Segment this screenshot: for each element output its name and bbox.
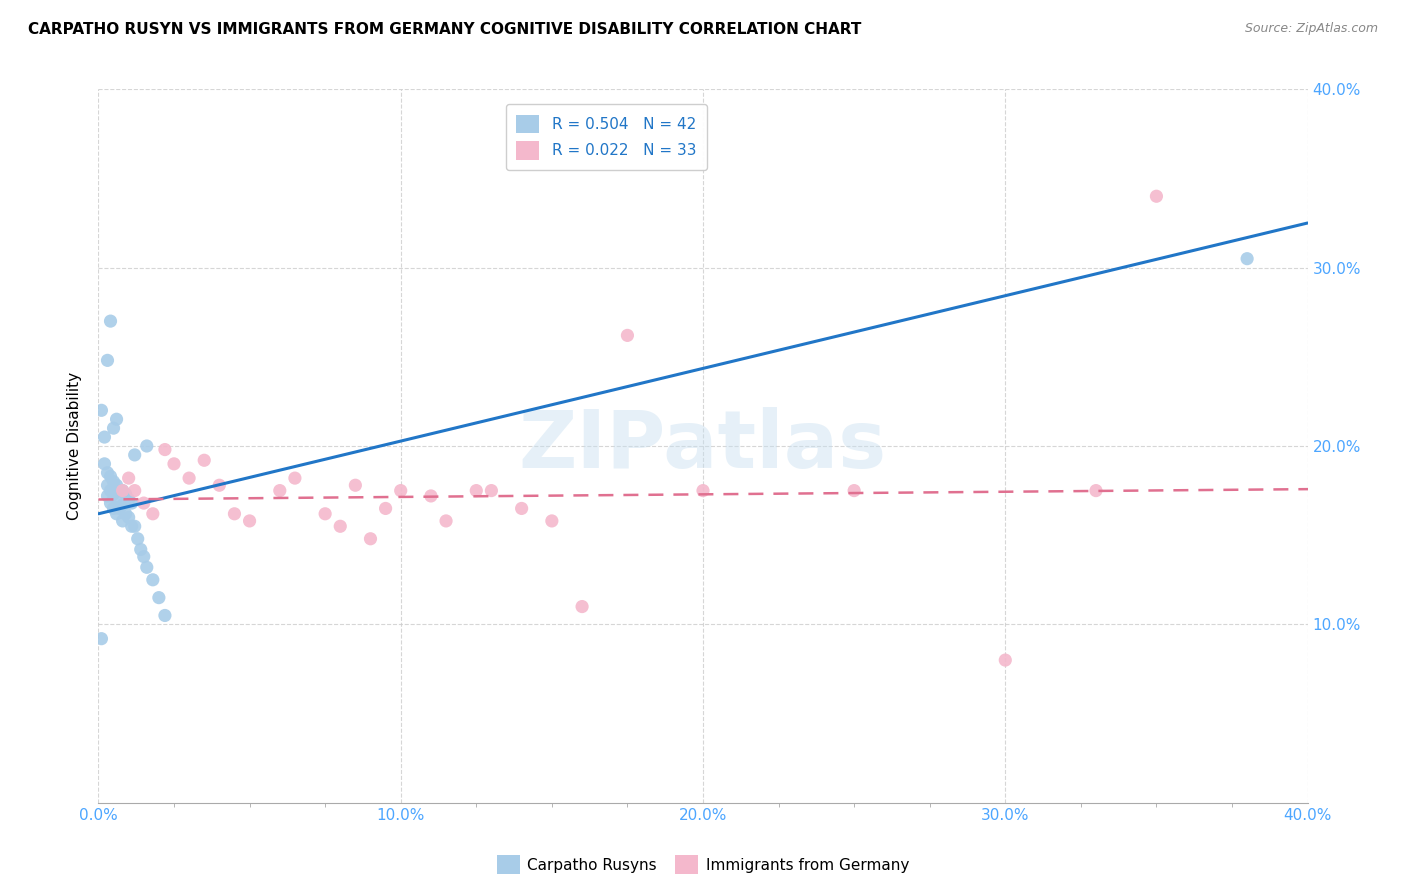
Point bbox=[96, 478, 118, 492]
Point bbox=[103, 421, 125, 435]
Point bbox=[239, 514, 262, 528]
Point bbox=[179, 471, 201, 485]
Point bbox=[111, 498, 134, 512]
Point bbox=[127, 532, 149, 546]
Point bbox=[105, 492, 128, 507]
Point bbox=[93, 457, 115, 471]
Point bbox=[103, 487, 125, 501]
Point bbox=[105, 412, 128, 426]
Point bbox=[96, 489, 118, 503]
Point bbox=[389, 483, 412, 498]
Point bbox=[269, 483, 291, 498]
Point bbox=[153, 442, 176, 457]
Y-axis label: Cognitive Disability: Cognitive Disability bbox=[67, 372, 83, 520]
Point bbox=[1085, 483, 1108, 498]
Point bbox=[153, 608, 176, 623]
Point bbox=[108, 501, 131, 516]
Point bbox=[108, 483, 131, 498]
Point bbox=[114, 487, 136, 501]
Point bbox=[129, 542, 152, 557]
Point bbox=[100, 483, 122, 498]
Point bbox=[103, 475, 125, 489]
Point bbox=[465, 483, 488, 498]
Point bbox=[193, 453, 215, 467]
Point bbox=[142, 507, 165, 521]
Point bbox=[100, 469, 122, 483]
Point bbox=[90, 632, 112, 646]
Point bbox=[118, 510, 141, 524]
Point bbox=[111, 514, 134, 528]
Point bbox=[163, 457, 186, 471]
Point bbox=[111, 483, 134, 498]
Point bbox=[692, 483, 714, 498]
Point bbox=[434, 514, 457, 528]
Point bbox=[360, 532, 382, 546]
Point bbox=[124, 519, 146, 533]
Point bbox=[844, 483, 866, 498]
Point bbox=[420, 489, 443, 503]
Point bbox=[105, 478, 128, 492]
Legend: Carpatho Rusyns, Immigrants from Germany: Carpatho Rusyns, Immigrants from Germany bbox=[491, 849, 915, 880]
Point bbox=[994, 653, 1017, 667]
Legend: R = 0.504   N = 42, R = 0.022   N = 33: R = 0.504 N = 42, R = 0.022 N = 33 bbox=[506, 104, 707, 170]
Point bbox=[135, 560, 157, 574]
Point bbox=[374, 501, 396, 516]
Point bbox=[284, 471, 307, 485]
Point bbox=[314, 507, 336, 521]
Point bbox=[208, 478, 231, 492]
Point bbox=[224, 507, 246, 521]
Point bbox=[103, 501, 125, 516]
Point bbox=[111, 483, 134, 498]
Text: ZIPatlas: ZIPatlas bbox=[519, 407, 887, 485]
Point bbox=[105, 507, 128, 521]
Point bbox=[132, 496, 155, 510]
Text: CARPATHO RUSYN VS IMMIGRANTS FROM GERMANY COGNITIVE DISABILITY CORRELATION CHART: CARPATHO RUSYN VS IMMIGRANTS FROM GERMAN… bbox=[28, 22, 862, 37]
Point bbox=[93, 430, 115, 444]
Point bbox=[124, 448, 146, 462]
Point bbox=[142, 573, 165, 587]
Point bbox=[114, 507, 136, 521]
Point bbox=[571, 599, 593, 614]
Point bbox=[540, 514, 562, 528]
Point bbox=[124, 483, 146, 498]
Point bbox=[96, 466, 118, 480]
Point bbox=[135, 439, 157, 453]
Point bbox=[616, 328, 638, 343]
Point bbox=[1144, 189, 1167, 203]
Point bbox=[329, 519, 352, 533]
Point bbox=[118, 471, 141, 485]
Point bbox=[96, 353, 118, 368]
Point bbox=[121, 496, 143, 510]
Point bbox=[1236, 252, 1258, 266]
Point bbox=[481, 483, 503, 498]
Point bbox=[100, 314, 122, 328]
Point bbox=[100, 496, 122, 510]
Point bbox=[132, 549, 155, 564]
Point bbox=[118, 492, 141, 507]
Point bbox=[90, 403, 112, 417]
Text: Source: ZipAtlas.com: Source: ZipAtlas.com bbox=[1244, 22, 1378, 36]
Point bbox=[510, 501, 533, 516]
Point bbox=[344, 478, 367, 492]
Point bbox=[121, 519, 143, 533]
Point bbox=[148, 591, 170, 605]
